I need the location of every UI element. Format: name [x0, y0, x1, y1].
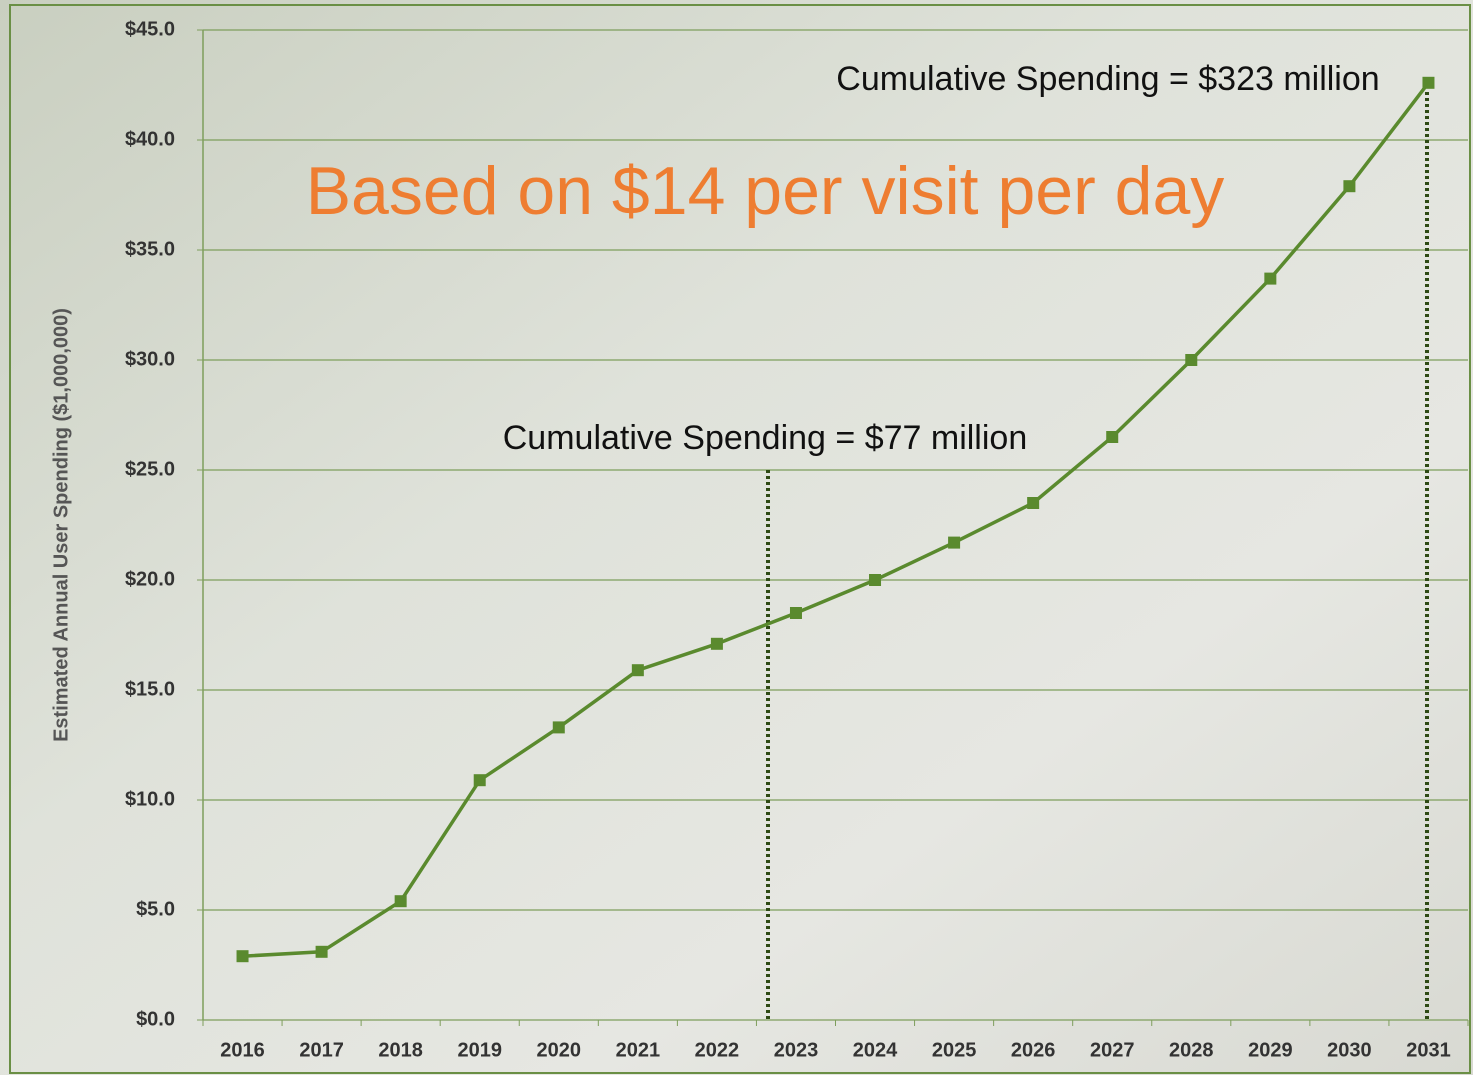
annotation: Cumulative Spending = $323 million [836, 60, 1379, 98]
y-axis-label: Estimated Annual User Spending ($1,000,0… [50, 308, 72, 742]
x-tick-label: 2030 [1327, 1039, 1372, 1061]
x-tick-label: 2022 [695, 1039, 740, 1061]
point [236, 950, 249, 963]
y-tick-label: $5.0 [136, 898, 175, 920]
x-tick-label: 2017 [299, 1039, 344, 1061]
x-tick-label: 2016 [220, 1039, 265, 1061]
point [1422, 76, 1435, 89]
point [948, 536, 961, 549]
x-tick-label: 2028 [1169, 1039, 1214, 1061]
x-tick-label: 2021 [616, 1039, 661, 1061]
x-tick-label: 2029 [1248, 1039, 1293, 1061]
y-tick-label: $30.0 [125, 348, 175, 370]
x-tick-label: 2018 [378, 1039, 423, 1061]
y-tick-label: $25.0 [125, 458, 175, 480]
point [1185, 354, 1198, 366]
point [1343, 180, 1356, 193]
y-tick-label: $20.0 [125, 568, 175, 590]
y-tick-label: $15.0 [125, 678, 175, 700]
x-tick-label: 2027 [1090, 1039, 1135, 1061]
point [789, 607, 802, 619]
annotation: Cumulative Spending = $77 million [503, 419, 1027, 457]
point [710, 637, 723, 650]
y-tick-label: $0.0 [136, 1008, 175, 1030]
point [1264, 272, 1277, 285]
frame [9, 4, 1471, 1074]
x-tick-label: 2020 [537, 1039, 582, 1061]
y-tick-label: $35.0 [125, 238, 175, 260]
point [552, 721, 565, 734]
y-tick-label: $45.0 [125, 18, 175, 40]
point [315, 945, 328, 958]
point [1106, 431, 1119, 443]
x-tick-label: 2023 [774, 1039, 819, 1061]
subtitle: Based on $14 per visit per day [306, 153, 1225, 229]
x-tick-label: 2026 [1011, 1039, 1056, 1061]
y-tick-label: $40.0 [125, 128, 175, 150]
point [1027, 497, 1040, 509]
point [869, 574, 882, 586]
point [473, 774, 486, 787]
line [242, 81, 1430, 958]
x-tick-label: 2025 [932, 1039, 977, 1061]
x-tick-label: 2024 [853, 1039, 898, 1061]
point [394, 895, 407, 908]
x-tick-label: 2019 [457, 1039, 502, 1061]
point [631, 664, 644, 677]
y-tick-label: $10.0 [125, 788, 175, 810]
x-tick-label: 2031 [1406, 1039, 1451, 1061]
